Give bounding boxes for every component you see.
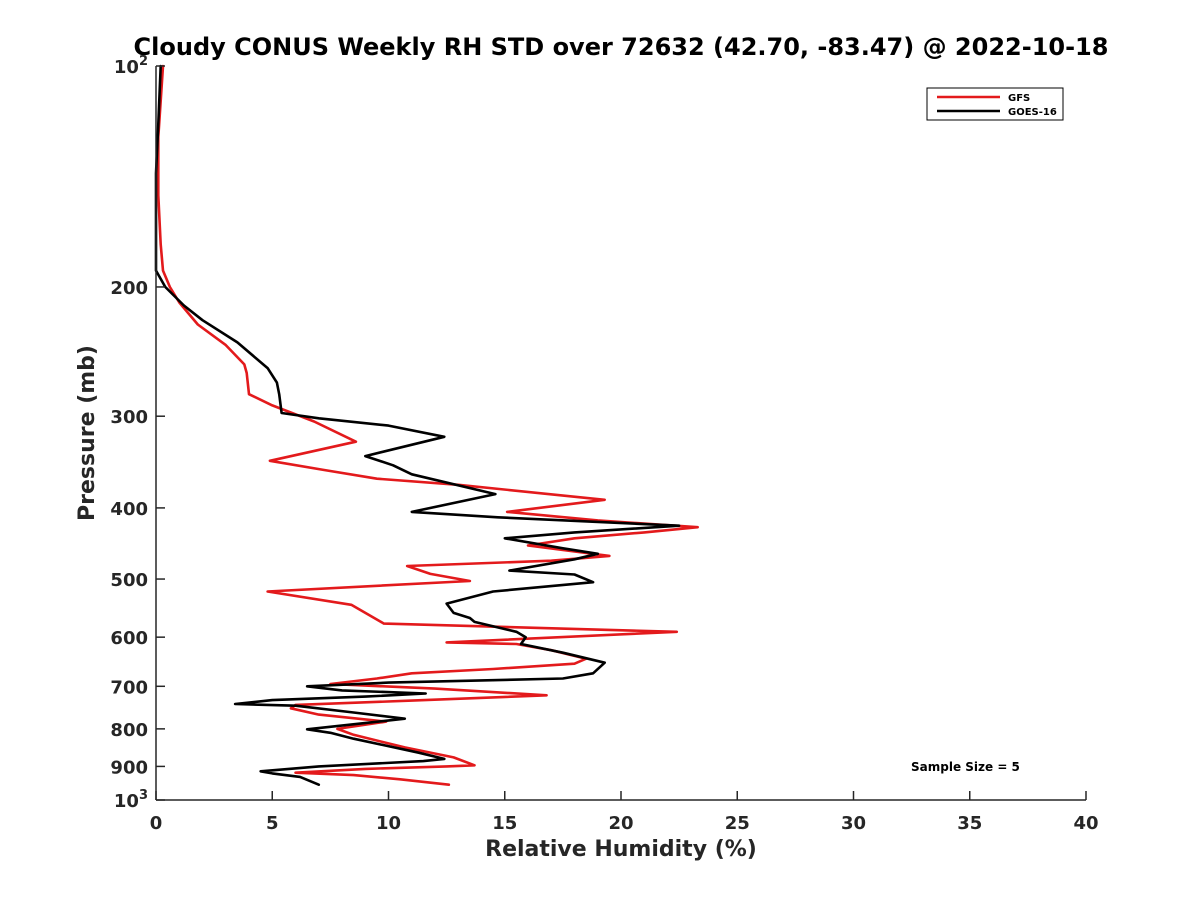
plot-area — [154, 64, 699, 786]
legend-label: GFS — [1008, 93, 1030, 104]
y-tick-label: 103 — [114, 788, 148, 812]
y-tick-label: 600 — [110, 628, 148, 649]
y-tick-label: 200 — [110, 278, 148, 299]
y-tick-label: 700 — [110, 677, 148, 698]
y-tick-label: 300 — [110, 407, 148, 428]
x-tick-label: 5 — [266, 813, 279, 834]
x-tick-label: 30 — [841, 813, 866, 834]
y-tick-label: 900 — [110, 757, 148, 778]
x-tick-label: 40 — [1073, 813, 1098, 834]
legend-label: GOES-16 — [1008, 107, 1057, 118]
y-tick-label: 400 — [110, 499, 148, 520]
y-tick-label: 102 — [114, 54, 148, 78]
sample-size-annotation: Sample Size = 5 — [911, 760, 1020, 774]
x-tick-label: 0 — [150, 813, 163, 834]
x-axis-label: Relative Humidity (%) — [485, 837, 757, 862]
x-tick-label: 35 — [957, 813, 982, 834]
x-tick-label: 10 — [376, 813, 401, 834]
y-ticks: 102 200 300 400 500 600 700 800 900 103 — [110, 54, 165, 812]
chart-title: Cloudy CONUS Weekly RH STD over 72632 (4… — [134, 33, 1109, 61]
x-tick-label: 25 — [725, 813, 750, 834]
x-tick-label: 20 — [608, 813, 633, 834]
series-line-goes-16 — [154, 64, 681, 786]
legend: GFS GOES-16 — [926, 87, 1064, 121]
y-axis-label: Pressure (mb) — [75, 345, 100, 521]
y-tick-label: 500 — [110, 570, 148, 591]
legend-box — [926, 87, 1064, 121]
y-tick-label: 800 — [110, 720, 148, 741]
x-ticks: 0 5 10 15 20 25 30 35 40 — [150, 791, 1099, 834]
x-tick-label: 15 — [492, 813, 517, 834]
series-line-gfs — [157, 64, 699, 786]
